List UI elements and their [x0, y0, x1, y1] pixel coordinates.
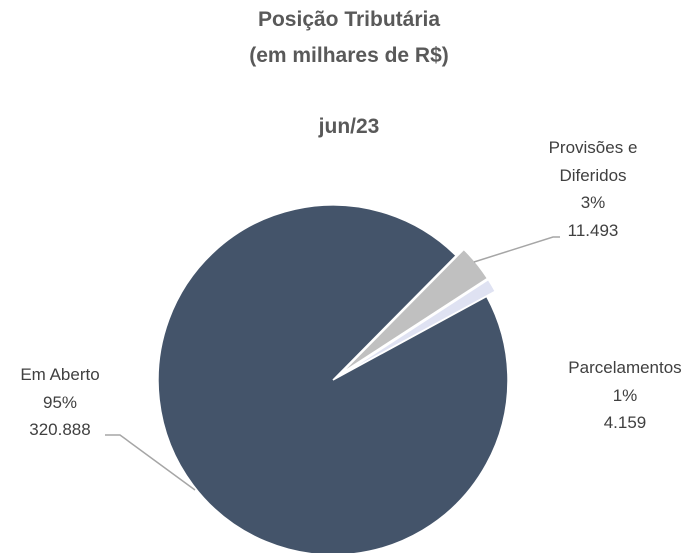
data-label: Em Aberto 95% 320.888: [0, 361, 120, 444]
percent-label: 3%: [580, 193, 606, 212]
value-label: 11.493: [567, 220, 619, 240]
leader-line: [473, 236, 560, 263]
data-label: Provisões e Diferidos 3% 11.493: [535, 134, 651, 244]
chart-subtitle: (em milhares de R$): [249, 44, 449, 67]
category-label: Provisões e Diferidos: [548, 138, 638, 185]
pie-slice: [340, 248, 489, 375]
period-label: jun/23: [318, 115, 380, 138]
pie-slice: [341, 278, 497, 376]
value-label: 4.159: [603, 413, 647, 432]
value-label: 320.888: [29, 420, 91, 439]
percent-label: 1%: [612, 385, 638, 405]
pie-slice: [157, 204, 509, 553]
category-label: Em Aberto: [20, 365, 100, 384]
leader-line: [105, 434, 196, 491]
data-label: Parcelamentos 1% 4.159: [545, 354, 698, 437]
category-label: Parcelamentos: [568, 358, 682, 377]
chart-title: Posição Tributária: [257, 8, 441, 31]
percent-label: 95%: [42, 392, 78, 412]
